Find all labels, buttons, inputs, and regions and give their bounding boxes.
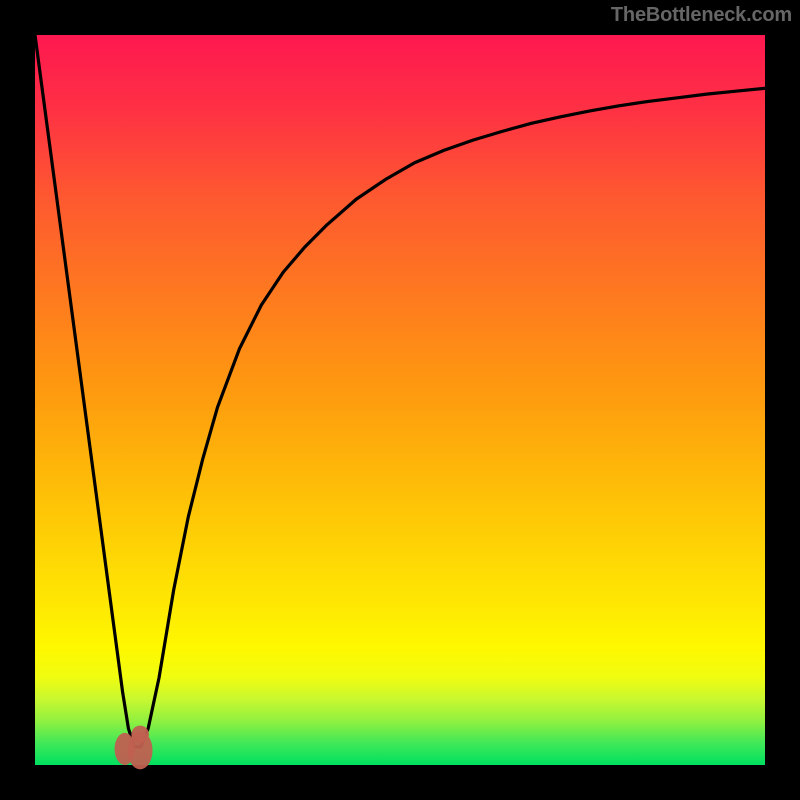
chart-canvas [0, 0, 800, 800]
bottleneck-chart: TheBottleneck.com [0, 0, 800, 800]
watermark-text: TheBottleneck.com [611, 4, 792, 27]
